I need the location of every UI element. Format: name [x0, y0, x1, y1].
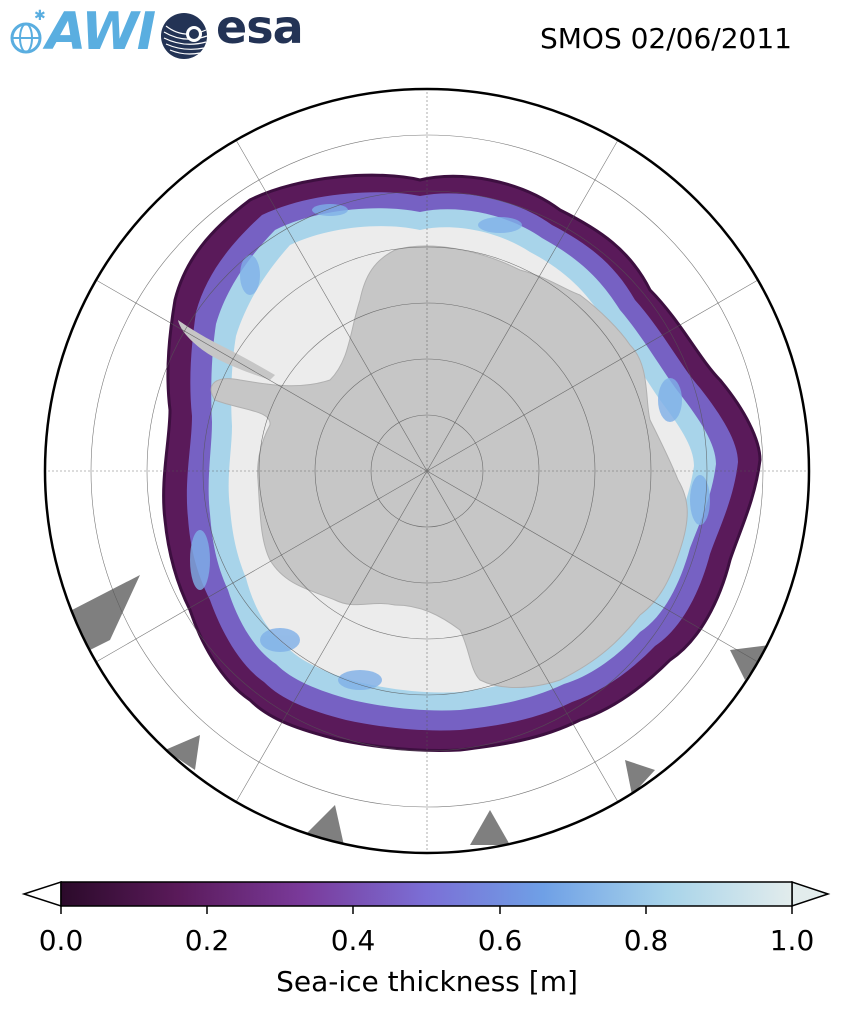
- awi-logo: ✱ AWI: [8, 2, 156, 62]
- colorbar-tick-label: 0.2: [185, 924, 230, 957]
- colorbar-tick-label: 1.0: [770, 924, 815, 957]
- map-border: [43, 87, 811, 855]
- colorbar-label: Sea-ice thickness [m]: [276, 965, 578, 998]
- awi-globe-icon: ✱: [10, 8, 46, 54]
- esa-logo: esa: [160, 0, 305, 62]
- header: ✱ AWI esa SMOS 02/06/2011: [0, 0, 854, 80]
- colorbar-ticks: [60, 906, 793, 914]
- colorbar-tick-label: 0.4: [331, 924, 376, 957]
- colorbar-bar: [60, 881, 793, 907]
- longitude-gridlines: [45, 89, 809, 853]
- colorbar: 0.0 0.2 0.4 0.6 0.8 1.0 Sea-ice thicknes…: [21, 880, 831, 998]
- antarctica-landmass: [210, 245, 688, 688]
- latitude-gridlines: [90, 134, 764, 808]
- colorbar-extend-min: [21, 880, 62, 908]
- page-title: SMOS 02/06/2011: [539, 22, 792, 55]
- colorbar-tick-label: 0.0: [39, 924, 84, 957]
- esa-emblem-icon: [161, 13, 208, 59]
- esa-logo-text: esa: [216, 0, 304, 54]
- colorbar-tick-label: 0.6: [478, 924, 523, 957]
- polar-map: [43, 87, 811, 855]
- colorbar-tick-label: 0.8: [624, 924, 669, 957]
- awi-logo-text: AWI: [46, 2, 156, 62]
- antarctic-peninsula: [178, 320, 275, 380]
- svg-text:✱: ✱: [34, 8, 46, 24]
- colorbar-extend-max: [791, 880, 831, 908]
